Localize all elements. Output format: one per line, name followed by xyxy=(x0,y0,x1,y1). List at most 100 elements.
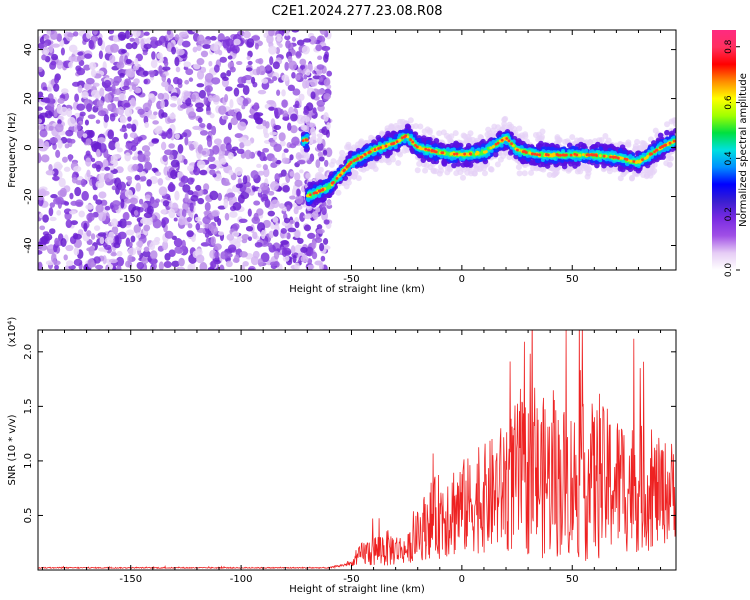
ridge-blob xyxy=(339,149,346,156)
noise-blob xyxy=(195,184,202,192)
noise-blob xyxy=(119,72,125,78)
noise-blob xyxy=(191,234,196,243)
noise-blob xyxy=(115,234,120,245)
noise-blob xyxy=(48,125,54,131)
noise-blob xyxy=(209,169,216,176)
noise-blob xyxy=(245,187,252,194)
noise-blob xyxy=(226,192,236,198)
noise-blob xyxy=(125,220,132,226)
noise-blob xyxy=(183,61,192,68)
noise-blob xyxy=(267,190,275,196)
noise-blob xyxy=(235,183,243,189)
noise-blob xyxy=(114,141,120,149)
noise-blob xyxy=(184,79,190,85)
noise-blob xyxy=(114,88,121,96)
noise-blob xyxy=(182,184,191,193)
noise-blob xyxy=(323,78,330,86)
noise-blob xyxy=(38,249,43,255)
noise-blob xyxy=(97,37,103,47)
noise-blob xyxy=(161,112,168,118)
noise-blob xyxy=(136,261,145,270)
ridge-blob xyxy=(497,156,504,163)
noise-blob xyxy=(130,97,136,107)
ridge-blob xyxy=(532,132,539,139)
ridge-blob xyxy=(528,169,535,176)
noise-blob xyxy=(256,66,261,76)
figure-title: C2E1.2024.277.23.08.R08 xyxy=(271,4,442,19)
noise-blob xyxy=(265,121,270,129)
noise-blob xyxy=(68,154,73,162)
noise-blob xyxy=(158,65,163,75)
noise-blob xyxy=(315,159,321,169)
noise-blob xyxy=(246,55,251,61)
noise-blob xyxy=(156,52,163,60)
noise-blob xyxy=(38,261,43,270)
ridge-blob xyxy=(335,189,342,196)
noise-blob xyxy=(168,181,175,191)
noise-blob xyxy=(146,205,154,215)
noise-blob xyxy=(287,84,296,92)
noise-blob xyxy=(166,30,172,36)
noise-blob xyxy=(196,254,205,264)
noise-blob xyxy=(95,264,104,270)
noise-blob xyxy=(222,76,229,82)
noise-blob xyxy=(202,39,212,45)
ridge-blob xyxy=(303,152,310,159)
ridge-blob xyxy=(416,160,423,167)
noise-blob xyxy=(127,254,132,264)
noise-blob xyxy=(147,70,156,75)
noise-blob xyxy=(129,197,138,205)
noise-blob xyxy=(280,228,287,234)
ridge-blob xyxy=(487,166,494,173)
noise-blob xyxy=(239,251,248,258)
noise-blob xyxy=(115,256,125,267)
noise-blob xyxy=(51,53,59,61)
noise-blob xyxy=(290,113,298,122)
ridge-blob xyxy=(387,150,393,156)
noise-blob xyxy=(270,199,280,208)
noise-blob xyxy=(232,201,242,211)
noise-blob xyxy=(117,181,126,191)
noise-blob xyxy=(174,245,184,254)
noise-blob xyxy=(55,149,61,158)
noise-blob xyxy=(83,82,90,90)
ridge-blob xyxy=(414,167,421,174)
ridge-blob xyxy=(422,167,429,174)
noise-blob xyxy=(290,245,296,254)
noise-blob xyxy=(319,30,327,35)
noise-blob xyxy=(272,229,279,237)
noise-blob xyxy=(69,192,74,200)
noise-blob xyxy=(38,140,45,149)
noise-blob xyxy=(74,93,79,103)
noise-blob xyxy=(88,39,95,49)
ridge-blob xyxy=(632,145,639,152)
noise-blob xyxy=(233,38,241,46)
noise-blob xyxy=(223,115,229,120)
noise-blob xyxy=(236,111,242,121)
noise-blob xyxy=(257,89,267,95)
noise-blob xyxy=(174,34,180,41)
noise-blob xyxy=(164,149,173,156)
ridge-blob xyxy=(300,124,307,131)
noise-blob xyxy=(181,208,187,218)
noise-blob xyxy=(174,56,180,67)
noise-blob xyxy=(238,218,248,223)
noise-blob xyxy=(294,244,304,255)
noise-blob xyxy=(61,156,68,163)
ridge-blob xyxy=(395,159,402,166)
noise-blob xyxy=(217,218,222,226)
noise-blob xyxy=(176,97,182,107)
noise-blob xyxy=(125,42,133,50)
noise-blob xyxy=(206,87,211,97)
noise-blob xyxy=(103,114,109,123)
noise-blob xyxy=(283,217,290,224)
noise-blob xyxy=(118,93,127,102)
ridge-blob xyxy=(345,143,352,150)
ridge-blob xyxy=(667,155,674,162)
noise-blob xyxy=(214,243,222,251)
ridge-blob xyxy=(596,137,603,144)
noise-blob xyxy=(203,183,210,191)
noise-blob xyxy=(154,171,162,177)
noise-blob xyxy=(48,228,56,235)
noise-blob xyxy=(79,111,86,117)
